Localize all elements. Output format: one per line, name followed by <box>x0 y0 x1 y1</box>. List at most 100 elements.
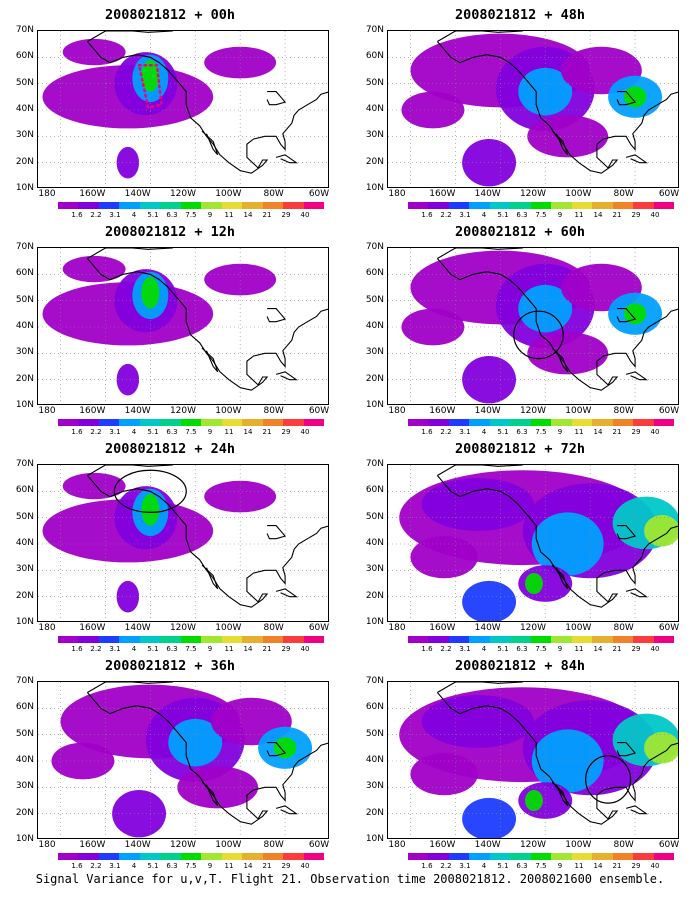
colorbar-swatch <box>242 636 263 643</box>
longitude-label: 120W <box>519 406 547 416</box>
colorbar-label: 5.1 <box>497 645 509 653</box>
longitude-label: 60W <box>308 623 330 633</box>
colorbar-label: 6.3 <box>516 428 528 436</box>
colorbar-swatch <box>160 636 181 643</box>
coastline <box>551 347 569 373</box>
latitude-label: 30N <box>365 130 384 141</box>
colorbar-swatch <box>160 853 181 860</box>
longitude-label: 80W <box>263 189 284 199</box>
colorbar-swatch <box>201 636 222 643</box>
variance-contour <box>204 263 277 296</box>
latitude-label: 60N <box>365 51 384 62</box>
colorbar-swatch <box>262 853 284 860</box>
map-svg <box>388 31 678 187</box>
map-svg <box>388 682 678 838</box>
longitude-label: 140W <box>474 406 501 416</box>
colorbar-label: 6.3 <box>166 211 178 219</box>
variance-contour <box>112 789 167 838</box>
colorbar-label: 2.2 <box>440 645 452 653</box>
colorbar-swatch <box>221 419 243 426</box>
latitude-label: 20N <box>365 807 384 818</box>
colorbar-swatch <box>469 202 490 209</box>
target-circle <box>113 469 187 513</box>
target-circle <box>513 310 564 360</box>
colorbar-label: 1.6 <box>421 645 433 653</box>
target-circle <box>585 755 632 804</box>
colorbar-label: 1.6 <box>71 645 83 653</box>
colorbar-swatch <box>448 419 470 426</box>
colorbar-swatch <box>283 419 304 426</box>
colorbar-label: 40 <box>650 211 660 219</box>
colorbar-swatch <box>160 202 181 209</box>
longitude-label: 180 <box>388 623 406 633</box>
colorbar-swatch <box>653 419 675 426</box>
colorbar-swatch <box>221 202 243 209</box>
coastline <box>437 682 523 693</box>
colorbar-swatch <box>180 202 202 209</box>
colorbar-label: 40 <box>300 645 310 653</box>
colorbar-label: 6.3 <box>516 211 528 219</box>
latitude-label: 60N <box>15 702 34 713</box>
colorbar <box>58 202 325 209</box>
colorbar-swatch <box>551 202 572 209</box>
colorbar-swatch <box>448 636 470 643</box>
colorbar-label: 2.2 <box>90 211 102 219</box>
colorbar-swatch <box>119 419 140 426</box>
latitude-label: 30N <box>365 781 384 792</box>
longitude-label: 120W <box>169 189 197 199</box>
colorbar-swatch <box>510 636 531 643</box>
colorbar-label: 4 <box>481 862 487 870</box>
colorbar-swatch <box>160 419 181 426</box>
colorbar-swatch <box>592 419 613 426</box>
colorbar-swatch <box>633 636 654 643</box>
colorbar-label: 9 <box>207 211 213 219</box>
colorbar-label: 14 <box>243 862 253 870</box>
map-svg <box>38 682 328 838</box>
coastline <box>436 258 678 391</box>
variance-map <box>387 247 679 405</box>
variance-contour <box>410 753 478 796</box>
panel-title: 2008021812 + 00h <box>104 7 236 23</box>
colorbar-label: 9 <box>557 645 563 653</box>
colorbar-label: 5.1 <box>147 211 159 219</box>
colorbar-swatch <box>510 419 531 426</box>
colorbar <box>58 636 325 643</box>
colorbar-label: 3.1 <box>109 428 121 436</box>
colorbar-label: 7.5 <box>535 862 547 870</box>
colorbar-label: 21 <box>612 428 622 436</box>
longitude-label: 180 <box>38 406 56 416</box>
coastline <box>86 41 328 174</box>
colorbar-swatch <box>469 853 490 860</box>
colorbar-label: 14 <box>593 862 603 870</box>
longitude-label: 180 <box>388 189 406 199</box>
coastline <box>625 805 649 815</box>
colorbar-label: 7.5 <box>535 645 547 653</box>
longitude-label: 160W <box>429 840 456 850</box>
coastline <box>86 475 328 608</box>
colorbar-swatch <box>78 853 99 860</box>
colorbar-swatch <box>469 419 490 426</box>
longitude-label: 100W <box>565 189 592 199</box>
variance-contour <box>421 695 534 748</box>
longitude-label: 80W <box>263 623 284 633</box>
latitude-label: 40N <box>15 538 34 548</box>
colorbar-swatch <box>221 853 243 860</box>
colorbar-label: 1.6 <box>71 211 83 219</box>
figure-caption: Signal Variance for u,v,T. Flight 21. Ob… <box>35 872 665 886</box>
colorbar-label: 2.2 <box>90 645 102 653</box>
colorbar-swatch <box>571 202 593 209</box>
coastline <box>625 371 649 381</box>
longitude-label: 140W <box>124 406 151 416</box>
colorbar-label: 11 <box>574 645 584 653</box>
longitude-label: 140W <box>124 840 151 850</box>
colorbar-label: 1.6 <box>71 428 83 436</box>
colorbar-label: 11 <box>224 862 234 870</box>
colorbar-label: 9 <box>557 428 563 436</box>
variance-map <box>37 464 329 622</box>
coastline <box>625 154 649 164</box>
colorbar-swatch <box>653 636 675 643</box>
colorbar-label: 11 <box>224 428 234 436</box>
longitude-label: 100W <box>215 406 242 416</box>
map-svg <box>388 465 678 621</box>
colorbar-label: 21 <box>262 211 272 219</box>
